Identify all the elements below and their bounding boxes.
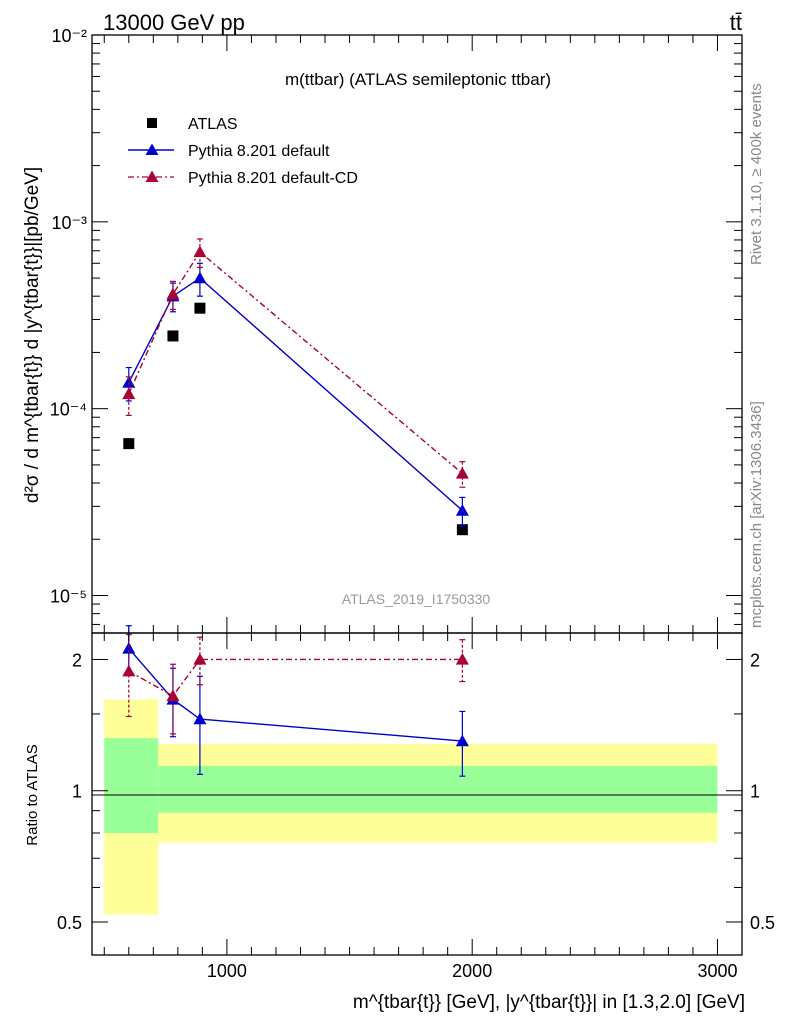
ratio-plot-frame xyxy=(91,632,743,956)
ratio-tick-label-right: 2 xyxy=(750,650,760,670)
legend: ATLAS Pythia 8.201 default Pythia 8.201 … xyxy=(128,116,358,187)
atlas-data-point xyxy=(456,524,468,536)
ratio-tick-label: 2 xyxy=(72,650,82,670)
ratio-axis-title: Ratio to ATLAS xyxy=(24,744,41,845)
series-line-default xyxy=(128,277,463,512)
legend-marker-atlas xyxy=(147,118,157,128)
ratio-cd-point xyxy=(166,689,180,702)
y-tick-label: 10⁻⁵ xyxy=(50,587,87,607)
ratio-default-point xyxy=(122,641,136,654)
x-axis-title: m^{tbar{t}} [GeV], |y^{tbar{t}}| in [1.3… xyxy=(353,992,745,1013)
cd-data-point xyxy=(455,466,469,479)
inner-uncertainty-band xyxy=(158,765,198,813)
x-tick-label: 3000 xyxy=(697,961,737,981)
legend-label-cd: Pythia 8.201 default-CD xyxy=(188,170,358,187)
header-process-label: tt̄ xyxy=(730,10,742,35)
legend-marker-default xyxy=(145,143,159,155)
x-tick-label: 1000 xyxy=(207,961,247,981)
cd-data-point xyxy=(166,287,180,300)
x-tick-label: 2000 xyxy=(452,961,492,981)
default-data-point xyxy=(193,271,207,284)
y-tick-label: 10⁻³ xyxy=(51,213,87,233)
atlas-data-point xyxy=(194,302,206,314)
ratio-cd-point xyxy=(122,664,136,677)
inner-uncertainty-band xyxy=(104,738,159,833)
ratio-tick-label-right: 0.5 xyxy=(750,913,775,933)
legend-label-default: Pythia 8.201 default xyxy=(188,143,330,160)
ratio-series-layer xyxy=(122,625,469,777)
ratio-line-cd xyxy=(128,658,463,697)
ratio-default-point xyxy=(193,712,207,725)
atlas-data-point xyxy=(167,330,179,342)
ratio-uncertainty-bands xyxy=(104,699,718,915)
analysis-id-label: ATLAS_2019_I1750330 xyxy=(342,591,491,607)
chart-title: m(ttbar) (ATLAS semileptonic ttbar) xyxy=(285,70,551,89)
y-tick-label: 10⁻⁴ xyxy=(50,400,87,420)
cd-data-point xyxy=(193,245,207,258)
y-axis-title: d²σ / d m^{tbar{t}} d |y^{tbar{t}}|[pb/G… xyxy=(22,167,43,503)
ratio-tick-label: 1 xyxy=(72,782,82,802)
cd-data-point xyxy=(122,387,136,400)
atlas-data-point xyxy=(123,438,135,450)
ratio-tick-label-right: 1 xyxy=(750,782,760,802)
rivet-version-label: Rivet 3.1.10, ≥ 400k events xyxy=(748,83,765,265)
ratio-cd-point xyxy=(193,652,207,665)
ratio-cd-point xyxy=(455,652,469,665)
ratio-axes: 1000 2000 3000 0.5 0.5 1 1 2 2 xyxy=(57,633,775,981)
header-energy-label: 13000 GeV pp xyxy=(103,10,245,35)
main-axes: 10⁻⁵ 10⁻⁴ 10⁻³ 10⁻² xyxy=(50,26,742,633)
ratio-default-point xyxy=(455,734,469,747)
ratio-tick-label: 0.5 xyxy=(57,913,82,933)
default-data-point xyxy=(455,504,469,516)
ratio-line-default xyxy=(128,647,463,742)
inner-uncertainty-band xyxy=(197,765,718,813)
y-tick-label: 10⁻² xyxy=(51,26,87,46)
main-series-layer xyxy=(122,238,469,536)
legend-label-atlas: ATLAS xyxy=(188,116,238,133)
legend-marker-cd xyxy=(145,170,159,182)
mcplots-label: mcplots.cern.ch [arXiv:1306.3436] xyxy=(748,401,765,628)
